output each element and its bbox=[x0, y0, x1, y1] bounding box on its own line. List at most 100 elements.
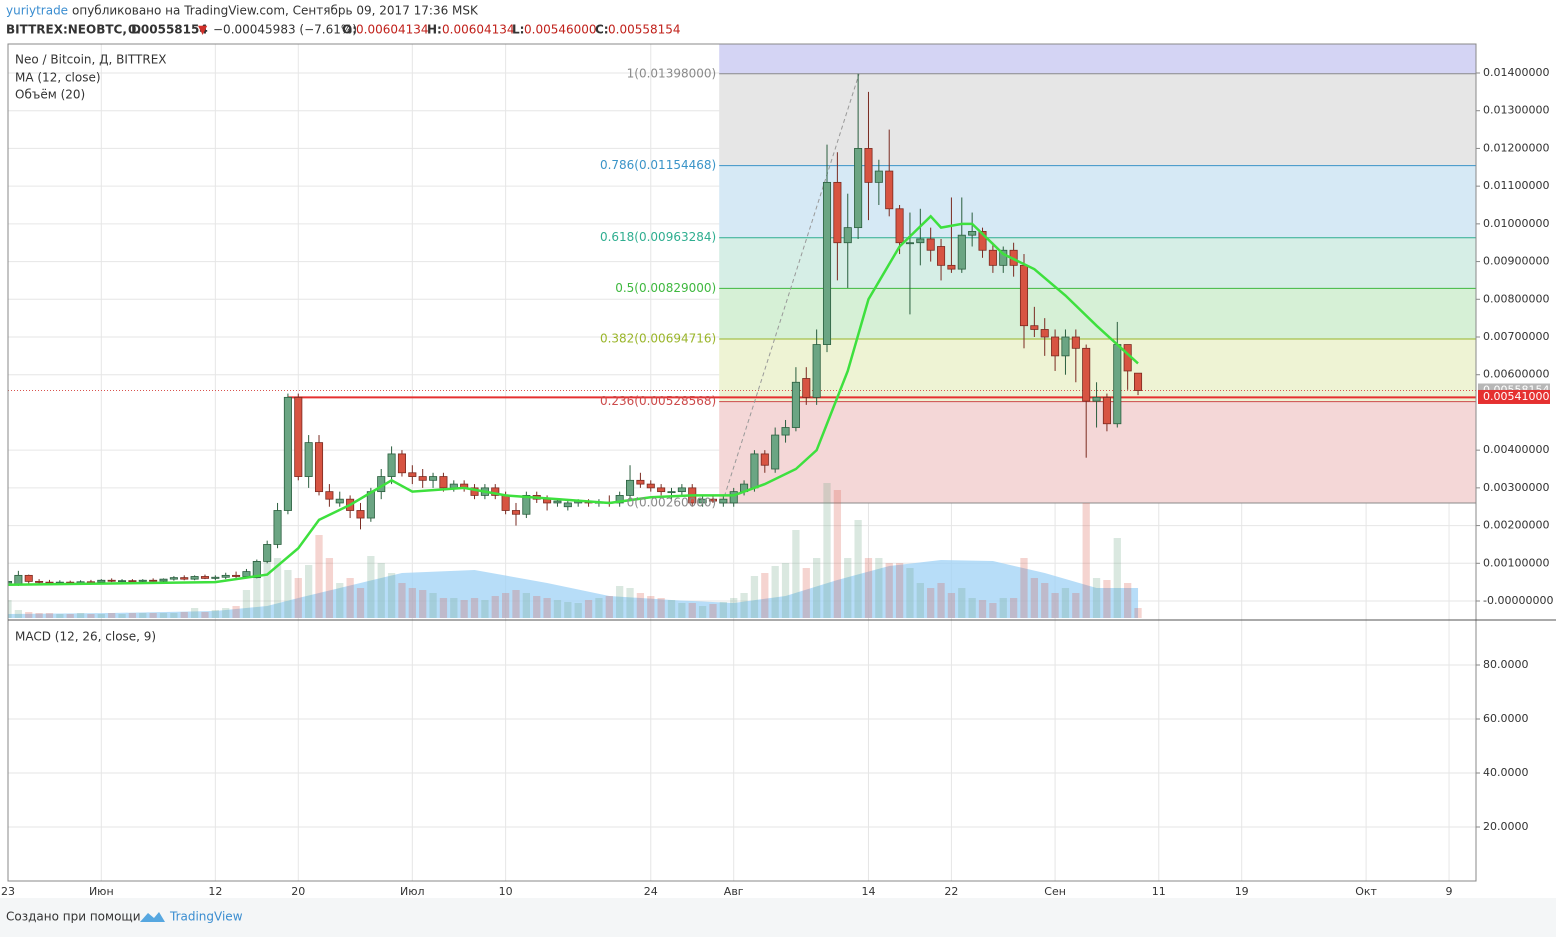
volume-bar bbox=[8, 600, 12, 618]
volume-bar bbox=[761, 573, 769, 618]
y-tick-label: 0.01400000 bbox=[1483, 66, 1549, 79]
candle-body bbox=[283, 396, 292, 511]
candle-body bbox=[221, 574, 230, 578]
candle-body bbox=[895, 208, 904, 244]
candle-body bbox=[304, 442, 313, 477]
x-tick-label: 19 bbox=[1235, 885, 1249, 898]
volume-bar bbox=[999, 598, 1007, 618]
candle-body bbox=[833, 181, 842, 244]
candle-body bbox=[947, 264, 956, 270]
volume-bar bbox=[647, 596, 655, 618]
volume-bar bbox=[522, 593, 530, 618]
candle-body bbox=[149, 579, 158, 582]
volume-bar bbox=[367, 556, 375, 618]
candle-body bbox=[252, 561, 261, 579]
volume-bar bbox=[885, 563, 893, 618]
volume-bar bbox=[916, 583, 924, 618]
legend-ma: MA (12, close) bbox=[15, 71, 101, 85]
volume-bar bbox=[170, 613, 178, 618]
volume-bar bbox=[678, 603, 686, 618]
volume-bar bbox=[616, 586, 624, 618]
candle-body bbox=[273, 510, 282, 545]
candle-body bbox=[854, 148, 863, 229]
volume-bar bbox=[346, 578, 354, 618]
footer-brand[interactable]: TradingView bbox=[169, 910, 243, 924]
volume-bar bbox=[450, 598, 458, 618]
volume-bar bbox=[1051, 593, 1059, 618]
x-tick-label: Сен bbox=[1044, 885, 1066, 898]
volume-bar bbox=[336, 583, 344, 618]
volume-bar bbox=[989, 603, 997, 618]
candle-body bbox=[294, 396, 303, 477]
candle-body bbox=[926, 238, 935, 251]
trend-line bbox=[721, 73, 860, 504]
y-tick-label: 0.01200000 bbox=[1483, 141, 1549, 154]
candle-body bbox=[24, 574, 33, 582]
volume-bar bbox=[1072, 593, 1080, 618]
h-label: H: bbox=[427, 23, 442, 37]
candle-body bbox=[729, 491, 738, 504]
candle-body bbox=[1113, 344, 1122, 425]
candle-body bbox=[314, 442, 324, 493]
open: 0.00604134 bbox=[356, 23, 429, 37]
volume-bar bbox=[460, 600, 468, 618]
volume-bar bbox=[501, 593, 510, 618]
volume-bar bbox=[626, 588, 634, 618]
candle-body bbox=[957, 234, 966, 270]
candle-body bbox=[874, 170, 883, 183]
candle-body bbox=[812, 344, 821, 398]
y-tick-label: 0.00300000 bbox=[1483, 481, 1549, 494]
x-tick-label: 22 bbox=[944, 885, 958, 898]
fib-label: 0(0.00260000) bbox=[627, 495, 717, 509]
candle-body bbox=[822, 181, 832, 345]
y-tick-label: 0.01100000 bbox=[1483, 179, 1549, 192]
volume-bar bbox=[927, 588, 935, 618]
candle-body bbox=[719, 498, 728, 504]
candle-body bbox=[429, 476, 438, 481]
volume-bar bbox=[1030, 578, 1038, 618]
candle-body bbox=[118, 580, 127, 583]
frame bbox=[7, 43, 1477, 882]
candle-body bbox=[864, 148, 873, 183]
volume-bar bbox=[595, 598, 603, 618]
candle-body bbox=[563, 502, 572, 508]
candle-body bbox=[159, 578, 168, 582]
volume-bar bbox=[222, 608, 230, 618]
candle-body bbox=[843, 227, 852, 244]
y-tick-label: 0.00600000 bbox=[1483, 368, 1549, 381]
candle-body bbox=[1019, 264, 1029, 327]
footer-bg bbox=[0, 898, 1556, 937]
volume-bar bbox=[1020, 558, 1028, 618]
volume-bar bbox=[232, 606, 240, 618]
last: 0.00558154 bbox=[128, 23, 208, 37]
candle-body bbox=[1051, 336, 1060, 357]
volume-bar bbox=[875, 558, 883, 618]
fib-band bbox=[719, 288, 1476, 339]
volume-bar bbox=[263, 548, 271, 618]
volume-bar bbox=[844, 558, 852, 618]
x-tick-label: 24 bbox=[644, 885, 658, 898]
y-tick-label: 0.00900000 bbox=[1483, 255, 1549, 268]
x-tick-label: Авг bbox=[724, 885, 744, 898]
volume-bar bbox=[978, 600, 987, 618]
candle-body bbox=[335, 498, 344, 504]
fib-label: 0.236(0.00528568) bbox=[600, 394, 716, 408]
candle-body bbox=[1071, 336, 1080, 349]
volume-bar bbox=[66, 614, 74, 618]
volume-bar bbox=[325, 558, 334, 618]
volume-ma bbox=[8, 560, 1139, 618]
candle-body bbox=[1061, 336, 1070, 357]
volume-bar bbox=[719, 602, 727, 618]
x-tick-label: 9 bbox=[1446, 885, 1453, 898]
volume-bar bbox=[294, 578, 302, 618]
user[interactable]: yuriytrade bbox=[6, 4, 68, 18]
volume-bar bbox=[958, 588, 966, 618]
volume-bar bbox=[1009, 598, 1018, 618]
volume-bar bbox=[35, 613, 43, 618]
candle-body bbox=[1092, 396, 1101, 402]
y-tick-label: 0.00100000 bbox=[1483, 556, 1549, 569]
fib-band bbox=[719, 401, 1476, 503]
volume-bar bbox=[833, 490, 842, 618]
candle-body bbox=[553, 500, 562, 504]
volume-bar bbox=[730, 598, 738, 618]
